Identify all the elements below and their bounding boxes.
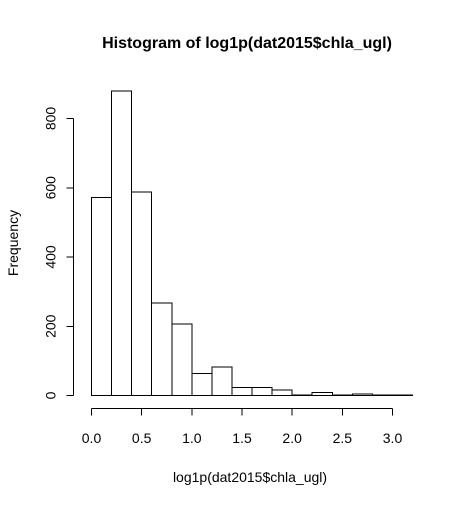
histogram-bar xyxy=(251,387,273,397)
bars-layer xyxy=(91,90,414,397)
x-tick-label: 2.5 xyxy=(333,430,353,446)
y-axis-label: Frequency xyxy=(5,210,21,276)
histogram-bar xyxy=(151,302,173,396)
histogram-bar xyxy=(291,394,313,396)
histogram-bar xyxy=(111,90,133,397)
x-tick-label: 2.0 xyxy=(282,430,302,446)
y-tick-label: 400 xyxy=(43,245,59,269)
histogram-bar xyxy=(191,373,213,397)
x-tick-label: 1.0 xyxy=(182,430,202,446)
histogram-bar xyxy=(91,196,113,396)
y-tick-label: 800 xyxy=(43,107,59,131)
chart-title: Histogram of log1p(dat2015$chla_ugl) xyxy=(102,35,392,52)
histogram-bar xyxy=(211,366,233,397)
x-tick-label: 0.0 xyxy=(82,430,102,446)
histogram-bar xyxy=(351,393,373,396)
x-axis-label: log1p(dat2015$chla_ugl) xyxy=(173,469,327,485)
x-tick-label: 0.5 xyxy=(132,430,152,446)
histogram-bar xyxy=(271,389,293,396)
y-tick-label: 200 xyxy=(43,314,59,338)
y-tick-label: 600 xyxy=(43,176,59,200)
histogram-bar xyxy=(331,394,353,396)
histogram-bar xyxy=(311,392,333,397)
y-tick-label: 0 xyxy=(43,391,59,399)
x-tick-label: 1.5 xyxy=(232,430,252,446)
y-axis: 0 200 400 600 800 xyxy=(43,107,74,399)
histogram-bar xyxy=(171,323,193,396)
histogram-bar xyxy=(131,191,153,396)
x-tick-label: 3.0 xyxy=(383,430,403,446)
histogram-bar xyxy=(231,387,253,397)
x-axis: 0.0 0.5 1.0 1.5 2.0 2.5 3.0 xyxy=(82,408,403,446)
